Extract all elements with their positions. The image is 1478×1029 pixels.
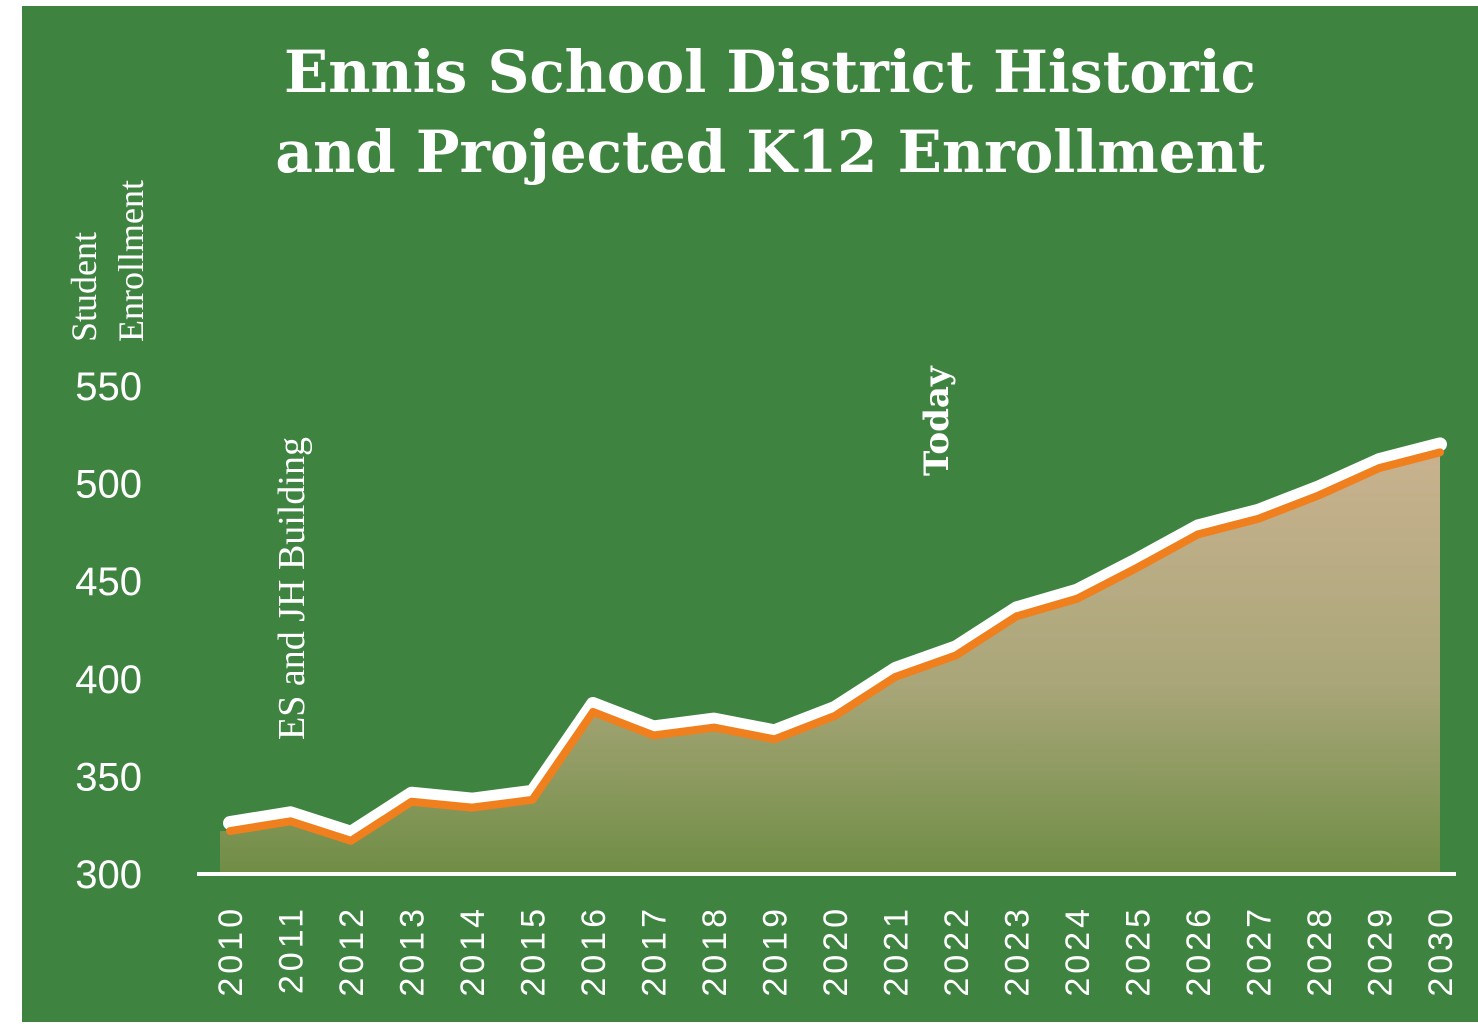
chart-title: Ennis School District Historic <box>284 38 1256 106</box>
x-tick-label: 2011 <box>273 905 311 994</box>
x-tick-label: 2022 <box>938 905 976 997</box>
y-tick-label: 500 <box>75 463 142 507</box>
x-tick-label: 2027 <box>1241 905 1279 997</box>
y-tick-label: 300 <box>75 853 142 897</box>
x-tick-label: 2026 <box>1180 905 1218 997</box>
y-tick-label: 550 <box>75 365 142 409</box>
annotation: Today <box>917 365 957 476</box>
y-tick-label: 350 <box>75 755 142 799</box>
x-tick-label: 2028 <box>1301 905 1339 997</box>
x-tick-label: 2015 <box>515 905 553 997</box>
chart: Ennis School District Historic and Proje… <box>0 0 1478 1029</box>
x-tick-label: 2020 <box>817 905 855 997</box>
x-tick-label: 2016 <box>575 905 613 997</box>
x-tick-label: 2018 <box>696 905 734 997</box>
x-tick-label: 2019 <box>757 905 795 997</box>
y-axis-label: Enrollment <box>111 180 151 342</box>
x-tick-label: 2021 <box>878 905 916 997</box>
x-tick-label: 2024 <box>1059 905 1097 997</box>
x-tick-label: 2030 <box>1422 905 1460 997</box>
x-tick-label: 2010 <box>212 905 250 997</box>
x-tick-label: 2014 <box>454 905 492 997</box>
x-tick-label: 2023 <box>999 905 1037 997</box>
x-tick-label: 2013 <box>394 905 432 997</box>
y-tick-label: 400 <box>75 658 142 702</box>
x-tick-label: 2029 <box>1362 905 1400 997</box>
x-tick-label: 2025 <box>1120 905 1158 997</box>
y-tick-label: 450 <box>75 560 142 604</box>
chart-title: and Projected K12 Enrollment <box>275 118 1264 186</box>
annotation: ES and JH Building <box>271 437 313 740</box>
y-axis-label: Student <box>64 232 104 342</box>
x-tick-label: 2017 <box>636 905 674 997</box>
x-tick-label: 2012 <box>333 905 371 997</box>
